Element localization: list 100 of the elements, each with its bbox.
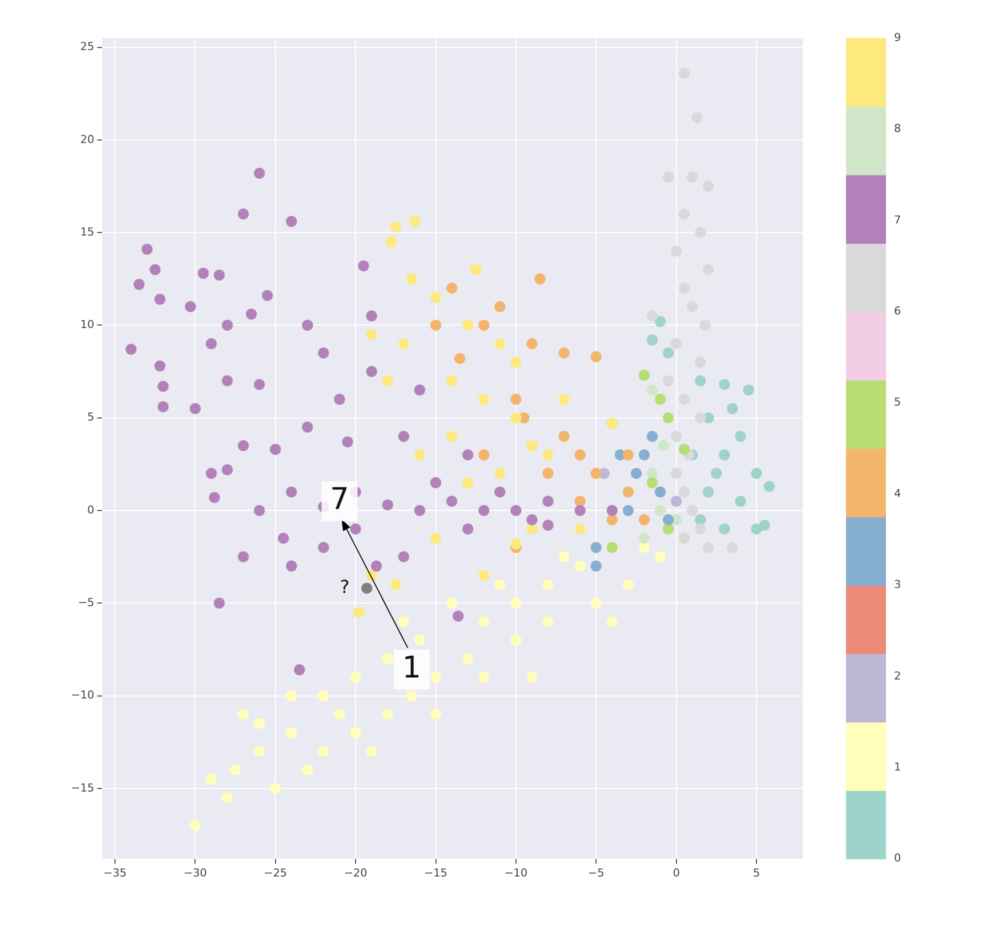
point bbox=[638, 532, 650, 544]
point bbox=[702, 180, 714, 192]
point bbox=[446, 598, 458, 609]
point bbox=[366, 328, 378, 340]
point bbox=[318, 690, 330, 702]
point bbox=[759, 520, 770, 531]
point bbox=[694, 523, 706, 534]
y-tick-label: −15 bbox=[70, 781, 94, 794]
point bbox=[678, 208, 690, 220]
color-bar-label: 8 bbox=[894, 122, 901, 136]
point bbox=[700, 320, 711, 331]
point bbox=[742, 384, 754, 396]
point bbox=[510, 598, 522, 609]
point bbox=[430, 532, 442, 544]
point bbox=[462, 653, 474, 664]
point bbox=[702, 542, 714, 554]
point bbox=[478, 394, 490, 405]
point bbox=[654, 394, 666, 405]
point bbox=[390, 221, 402, 232]
point bbox=[590, 542, 602, 554]
annotation: ? bbox=[340, 576, 350, 598]
point bbox=[654, 316, 666, 327]
point bbox=[694, 514, 706, 526]
point bbox=[662, 171, 674, 182]
point bbox=[694, 375, 706, 386]
point bbox=[638, 542, 650, 554]
point bbox=[678, 532, 690, 544]
point bbox=[678, 394, 690, 405]
point bbox=[382, 653, 394, 664]
point bbox=[390, 579, 402, 590]
point bbox=[430, 320, 442, 331]
point bbox=[662, 514, 674, 526]
point bbox=[430, 708, 442, 720]
point bbox=[670, 246, 682, 257]
point bbox=[694, 356, 706, 368]
point bbox=[622, 449, 634, 460]
point bbox=[590, 351, 602, 362]
y-tick-label: −5 bbox=[78, 596, 94, 609]
y-tick-label: −10 bbox=[70, 688, 94, 702]
point bbox=[478, 449, 490, 460]
point bbox=[302, 764, 313, 776]
point bbox=[646, 430, 658, 442]
color-bar-label: 6 bbox=[894, 304, 901, 318]
point bbox=[446, 430, 458, 442]
point bbox=[414, 449, 426, 460]
point bbox=[318, 746, 330, 757]
x-tick-label: −20 bbox=[344, 866, 368, 880]
point bbox=[398, 338, 410, 350]
point bbox=[638, 370, 650, 381]
point bbox=[558, 347, 570, 358]
point bbox=[654, 551, 666, 562]
point bbox=[526, 440, 538, 452]
point bbox=[409, 216, 420, 227]
point bbox=[764, 480, 775, 492]
point bbox=[430, 292, 442, 303]
point bbox=[478, 570, 490, 581]
point bbox=[686, 504, 698, 516]
point bbox=[692, 112, 703, 124]
color-bar-label: 7 bbox=[894, 213, 901, 226]
point bbox=[510, 356, 522, 368]
point bbox=[662, 412, 674, 424]
point bbox=[718, 523, 730, 534]
point bbox=[222, 792, 233, 804]
point bbox=[734, 430, 746, 442]
x-tick-label: 0 bbox=[672, 866, 680, 880]
x-tick-label: −25 bbox=[264, 866, 288, 880]
point bbox=[534, 273, 546, 284]
point bbox=[622, 579, 634, 590]
point bbox=[353, 606, 364, 618]
y-tick-label: 0 bbox=[87, 503, 94, 516]
point bbox=[646, 384, 658, 396]
point bbox=[606, 514, 618, 526]
y-tick-label: 10 bbox=[80, 318, 94, 332]
point bbox=[510, 412, 522, 424]
point bbox=[494, 301, 506, 312]
point bbox=[510, 394, 522, 405]
point bbox=[238, 708, 249, 720]
point bbox=[694, 412, 706, 424]
point bbox=[646, 468, 658, 479]
point bbox=[382, 708, 394, 720]
point bbox=[494, 579, 506, 590]
annotation: 7 bbox=[330, 482, 350, 517]
x-tick-label: −5 bbox=[588, 866, 604, 880]
x-tick-label: −35 bbox=[103, 866, 127, 880]
point bbox=[574, 523, 586, 534]
point bbox=[670, 338, 682, 350]
point bbox=[590, 560, 602, 572]
point bbox=[446, 282, 458, 294]
color-bar-label: 9 bbox=[894, 30, 901, 44]
x-tick-label: −10 bbox=[504, 866, 528, 880]
point bbox=[526, 523, 538, 534]
color-bar-label: 2 bbox=[894, 669, 901, 682]
point bbox=[350, 672, 362, 683]
color-bar-label: 1 bbox=[894, 760, 901, 774]
point bbox=[710, 468, 722, 479]
point bbox=[678, 282, 690, 294]
point bbox=[526, 672, 538, 683]
point bbox=[662, 375, 674, 386]
color-bar-label: 3 bbox=[894, 578, 901, 592]
point bbox=[670, 496, 682, 507]
